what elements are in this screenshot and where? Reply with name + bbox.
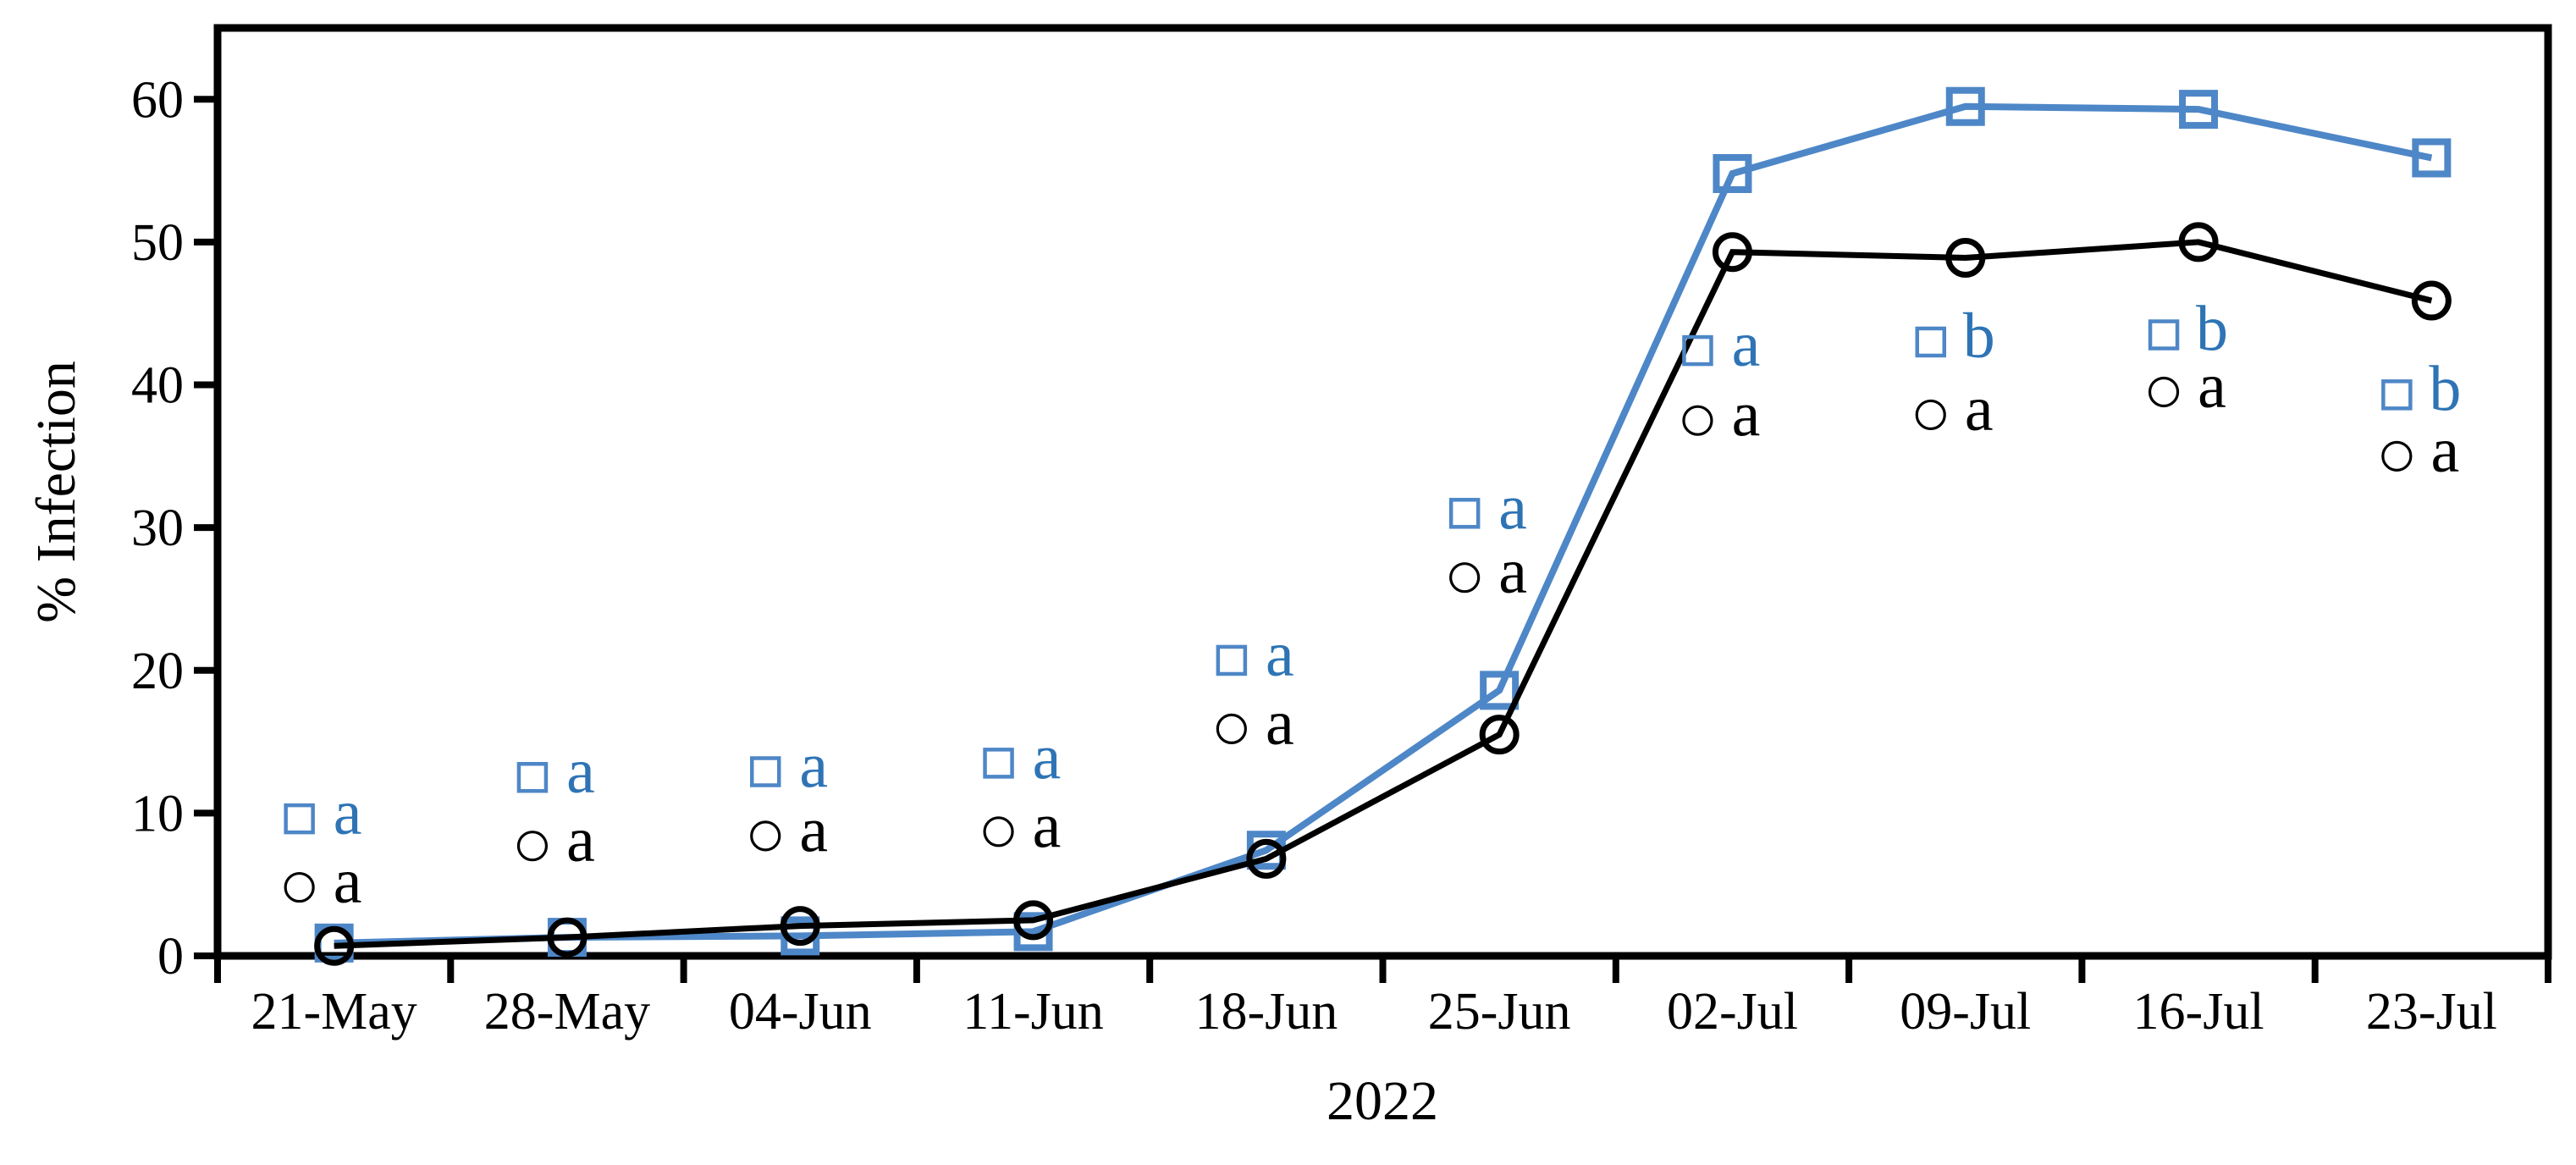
sig-circle-icon	[1915, 399, 1946, 431]
sig-square-icon	[1682, 334, 1713, 367]
y-tick-label: 30	[131, 500, 184, 557]
sig-circle-icon	[2381, 440, 2413, 472]
x-tick-label: 21-May	[251, 983, 417, 1041]
y-axis-title: % Infection	[25, 361, 87, 623]
black-series-line	[334, 239, 2433, 949]
sig-square-icon	[750, 756, 781, 787]
sig-letter-black: a	[2198, 351, 2226, 422]
y-tick-label: 20	[131, 643, 184, 700]
x-tick-label: 02-Jul	[1667, 983, 1798, 1041]
sig-letter-blue: a	[566, 736, 595, 807]
black-circle-marker	[547, 917, 587, 958]
sig-circle-icon	[516, 831, 549, 862]
blue-square-marker	[1945, 86, 1985, 126]
x-tick-label: 16-Jul	[2133, 983, 2264, 1041]
sig-letter-blue: b	[1963, 301, 1995, 372]
blue-square-marker	[1480, 671, 1520, 710]
y-tick-label: 10	[131, 785, 184, 842]
blue-square-marker	[2179, 90, 2219, 130]
y-tick-label: 0	[157, 928, 184, 986]
sig-letter-blue: a	[799, 730, 828, 801]
sig-letter-blue: a	[1266, 619, 1294, 690]
black-circle-marker	[2178, 222, 2219, 262]
x-axis-title: 2022	[1327, 1070, 1438, 1132]
sig-circle-icon	[1449, 562, 1481, 594]
x-tick-label: 04-Jun	[729, 983, 872, 1041]
sig-letter-black: a	[1965, 373, 1994, 444]
black-circle-marker	[1246, 838, 1287, 879]
sig-square-icon	[284, 803, 315, 835]
x-tick-label: 25-Jun	[1428, 983, 1571, 1041]
x-tick-label: 23-Jul	[2366, 983, 2497, 1041]
y-tick-label: 50	[131, 214, 184, 272]
blue-square-marker	[2412, 138, 2452, 178]
black-circle-marker	[1479, 715, 1520, 755]
sig-circle-icon	[983, 816, 1014, 848]
sig-letter-blue: b	[2429, 353, 2461, 424]
sig-square-icon	[983, 748, 1014, 779]
sig-letter-black: a	[334, 846, 362, 917]
black-circle-marker	[1712, 232, 1752, 273]
black-circle-marker	[314, 925, 355, 966]
sig-circle-icon	[1216, 713, 1247, 745]
sig-letter-black: a	[566, 804, 595, 875]
sig-letter-blue: a	[1498, 472, 1527, 543]
sig-letter-black: a	[1732, 379, 1761, 450]
blue-series-line	[334, 102, 2433, 947]
sig-letter-blue: b	[2196, 294, 2228, 365]
x-tick-label: 11-Jun	[963, 983, 1103, 1041]
black-circle-marker	[1013, 900, 1054, 941]
black-circle-marker	[780, 906, 820, 947]
black-circle-marker	[1945, 237, 1986, 278]
sig-circle-icon	[750, 820, 781, 852]
sig-letter-black: a	[1498, 536, 1527, 607]
sig-square-icon	[2381, 379, 2413, 411]
sig-letter-black: a	[1033, 790, 1062, 861]
x-tick-label: 09-Jul	[1900, 983, 2031, 1041]
sig-square-icon	[1448, 498, 1481, 529]
x-tick-label: 28-May	[484, 983, 650, 1041]
blue-square-marker	[1713, 153, 1752, 193]
sig-letter-blue: a	[1732, 309, 1761, 380]
sig-square-icon	[2148, 319, 2180, 351]
sig-letter-black: a	[2430, 415, 2459, 486]
plot-area: 0 10 20 30 40 50 60 21-May 28-May 04-Jun 11-Jun 18-…	[131, 24, 2552, 1041]
sig-circle-icon	[284, 871, 315, 903]
sig-square-icon	[1216, 644, 1248, 676]
sig-square-icon	[1915, 326, 1946, 358]
sig-square-icon	[516, 761, 549, 793]
sig-circle-icon	[1682, 405, 1713, 436]
sig-letter-black: a	[1266, 687, 1294, 759]
sig-circle-icon	[2148, 376, 2180, 408]
black-circle-marker	[2411, 280, 2452, 321]
x-tick-label: 18-Jun	[1194, 983, 1338, 1041]
y-tick-label: 40	[131, 357, 184, 415]
sig-letter-black: a	[799, 794, 828, 865]
sig-letter-blue: a	[334, 777, 362, 848]
y-tick-label: 60	[131, 71, 184, 129]
sig-letter-blue: a	[1033, 721, 1062, 792]
